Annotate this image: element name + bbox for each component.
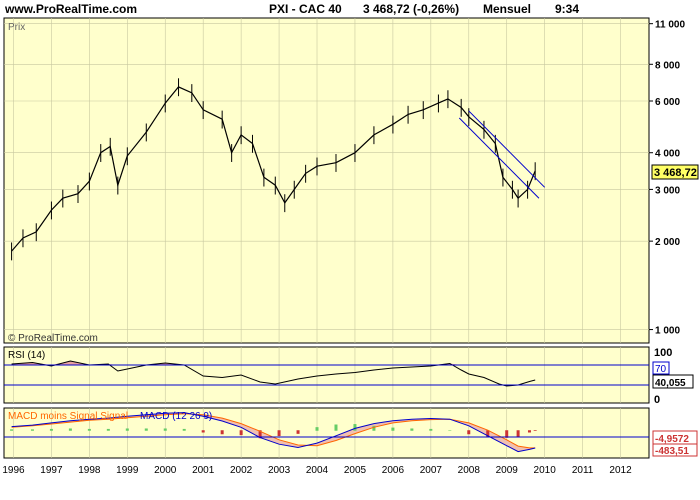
- quote-value: 3 468,72 (-0,26%): [363, 2, 460, 16]
- x-tick-label: 2010: [534, 465, 557, 476]
- macd-hist-bar: [106, 428, 110, 431]
- x-tick-label: 2001: [192, 465, 215, 476]
- macd-hist-bar: [516, 430, 520, 438]
- macd-hist-bar: [10, 429, 14, 431]
- rsi-levels: [4, 364, 649, 386]
- macd-hist-bar: [533, 430, 537, 431]
- x-tick-label: 2002: [230, 465, 253, 476]
- macd-hist-bar: [277, 430, 281, 437]
- time-label: 9:34: [555, 2, 580, 16]
- macd-hist-bar: [125, 428, 129, 431]
- macd-series: [11, 412, 536, 453]
- macd-hist-bar: [372, 425, 376, 431]
- price-y-axis: 1 000 2 000 3 000 4 000 6 000 8 000 11 000: [649, 20, 685, 337]
- last-price-label: 3 468,72: [654, 167, 697, 179]
- macd-hist-bar: [527, 430, 531, 433]
- price-tick-label: 6 000: [655, 97, 680, 108]
- macd-hist-bar: [49, 428, 53, 431]
- x-tick-label: 2005: [344, 465, 367, 476]
- macd-hist-bar: [144, 428, 148, 431]
- channel-line: [458, 117, 540, 199]
- x-tick-label: 2004: [306, 465, 329, 476]
- macd-hist-bar: [239, 430, 243, 436]
- x-tick-label: 2006: [382, 465, 405, 476]
- last-price-box: [651, 164, 699, 180]
- x-tick-label: 2011: [572, 465, 594, 476]
- macd-hist-bar: [334, 424, 338, 431]
- rsi-level-0: 0: [654, 394, 660, 406]
- x-tick-label: 1996: [2, 465, 25, 476]
- macd-label: MACD (12 26 9): [140, 411, 212, 422]
- site-name[interactable]: www.ProRealTime.com: [5, 2, 138, 16]
- macd-panel: [3, 407, 650, 459]
- macd-hist-bar: [296, 430, 300, 434]
- macd-value-2: -483,51: [655, 446, 689, 457]
- macd-hist-bar: [486, 430, 490, 438]
- rsi-series: [11, 360, 536, 387]
- rsi-level-70: 70: [655, 364, 667, 375]
- price-bars: [11, 78, 536, 261]
- macd-hist-bar: [448, 430, 452, 431]
- rsi-level-100: 100: [654, 347, 672, 359]
- copyright-label: © ProRealTime.com: [8, 333, 98, 344]
- x-tick-label: 2003: [268, 465, 291, 476]
- x-tick-label: 2000: [154, 465, 177, 476]
- x-tick-label: 1999: [116, 465, 139, 476]
- price-grid: [4, 18, 649, 343]
- channel-line: [468, 110, 546, 188]
- macd-hist-bar: [182, 428, 186, 431]
- macd-signal-series: [11, 413, 536, 449]
- macd-hist-bar: [30, 429, 34, 431]
- macd-hist-bar: [410, 428, 414, 431]
- macd-hist-bar: [163, 428, 167, 431]
- macd-hist-bar: [353, 424, 357, 431]
- macd-hist-bar: [68, 428, 72, 431]
- price-tick-label: 1 000: [655, 326, 680, 337]
- macd-hist-bar: [201, 430, 205, 433]
- macd-hist-bar: [505, 430, 509, 438]
- x-tick-label: 2008: [458, 465, 481, 476]
- x-tick-label: 1997: [40, 465, 63, 476]
- x-tick-label: 1998: [78, 465, 101, 476]
- trend-channel: [458, 110, 546, 199]
- x-tick-label: 2007: [420, 465, 443, 476]
- x-tick-label: 2012: [609, 465, 632, 476]
- macd-hist-bar: [258, 430, 262, 439]
- price-panel: [3, 17, 650, 344]
- rsi-level-70-box: [652, 361, 670, 375]
- price-panel-label: Prix: [8, 22, 25, 33]
- chart-header: www.ProRealTime.com PXI - CAC 40 3 468,7…: [0, 0, 700, 18]
- macd-hist-bar: [467, 430, 471, 435]
- price-tick-label: 8 000: [655, 60, 680, 71]
- macd-hist-bar: [315, 427, 319, 431]
- macd-value-box-2: [652, 443, 698, 457]
- x-axis: 1996 1997 1998 1999 2000 2001 2002 2003 2004 2005…: [2, 465, 632, 476]
- price-tick-label: 3 000: [655, 185, 680, 196]
- rsi-value-box: [652, 374, 694, 389]
- macd-histogram: [10, 424, 537, 439]
- x-tick-label: 2009: [496, 465, 519, 476]
- macd-hist-bar: [220, 430, 224, 435]
- macd-hist-bar: [429, 428, 433, 431]
- macd-signal-label: MACD moins Signal Signal: [8, 411, 128, 422]
- macd-value-1: -4,9572: [655, 434, 689, 445]
- price-tick-label: 4 000: [655, 149, 680, 160]
- macd-hist-bar: [391, 427, 395, 431]
- price-tick-label: 2 000: [655, 237, 680, 248]
- price-tick-label: 11 000: [655, 20, 685, 31]
- period-label: Mensuel: [483, 2, 532, 16]
- macd-hist-bar: [87, 428, 91, 431]
- rsi-value-label: 40,055: [655, 378, 686, 389]
- rsi-panel-label: RSI (14): [8, 350, 45, 361]
- instrument-name: PXI - CAC 40: [269, 2, 342, 16]
